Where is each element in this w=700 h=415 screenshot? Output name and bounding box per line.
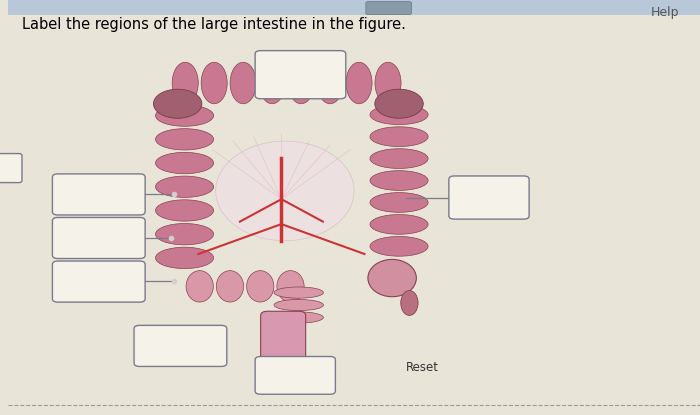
FancyBboxPatch shape xyxy=(255,356,335,394)
Ellipse shape xyxy=(274,300,323,310)
Ellipse shape xyxy=(317,62,343,104)
FancyBboxPatch shape xyxy=(0,154,22,183)
FancyBboxPatch shape xyxy=(134,325,227,366)
Ellipse shape xyxy=(201,62,228,104)
Ellipse shape xyxy=(155,129,214,150)
Ellipse shape xyxy=(216,271,244,302)
Ellipse shape xyxy=(155,152,214,174)
FancyBboxPatch shape xyxy=(52,217,145,259)
FancyBboxPatch shape xyxy=(449,176,529,219)
Ellipse shape xyxy=(370,237,428,256)
Bar xyxy=(8,0,700,15)
Ellipse shape xyxy=(401,290,418,315)
Ellipse shape xyxy=(230,62,256,104)
FancyBboxPatch shape xyxy=(52,261,145,302)
Ellipse shape xyxy=(370,149,428,168)
FancyBboxPatch shape xyxy=(52,174,145,215)
Ellipse shape xyxy=(155,200,214,221)
FancyBboxPatch shape xyxy=(260,311,306,378)
Ellipse shape xyxy=(370,215,428,234)
FancyBboxPatch shape xyxy=(270,369,298,390)
Text: Label the regions of the large intestine in the figure.: Label the regions of the large intestine… xyxy=(22,17,406,32)
Ellipse shape xyxy=(370,171,428,190)
Text: Reset: Reset xyxy=(406,361,439,374)
Ellipse shape xyxy=(155,247,214,269)
Ellipse shape xyxy=(259,62,285,104)
Ellipse shape xyxy=(368,259,416,297)
Ellipse shape xyxy=(277,271,304,302)
Ellipse shape xyxy=(186,271,214,302)
Ellipse shape xyxy=(155,105,214,126)
Ellipse shape xyxy=(370,193,428,212)
Ellipse shape xyxy=(216,141,354,241)
Ellipse shape xyxy=(375,62,401,104)
Ellipse shape xyxy=(153,89,202,118)
Ellipse shape xyxy=(274,287,323,298)
Ellipse shape xyxy=(155,224,214,245)
Text: Help: Help xyxy=(651,6,679,19)
Ellipse shape xyxy=(246,271,274,302)
Ellipse shape xyxy=(155,176,214,198)
Ellipse shape xyxy=(172,62,198,104)
Ellipse shape xyxy=(370,105,428,124)
FancyBboxPatch shape xyxy=(366,2,412,15)
Ellipse shape xyxy=(274,312,323,323)
Ellipse shape xyxy=(370,127,428,146)
FancyBboxPatch shape xyxy=(255,51,346,99)
Ellipse shape xyxy=(346,62,372,104)
Ellipse shape xyxy=(288,62,314,104)
Ellipse shape xyxy=(374,89,423,118)
